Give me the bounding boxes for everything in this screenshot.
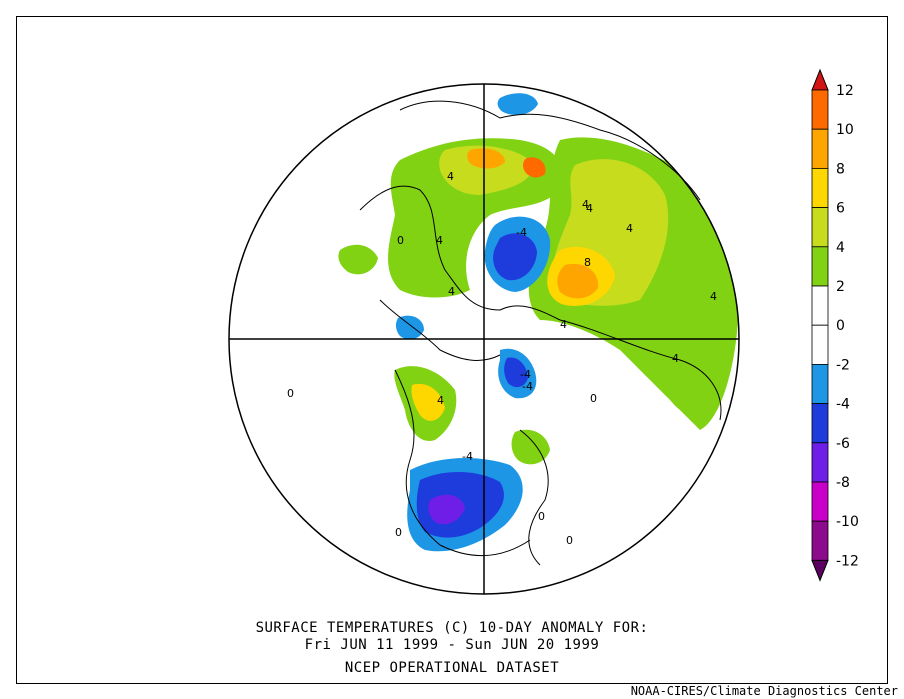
contour-label: -4 — [516, 226, 527, 239]
contour-label: 4 — [672, 352, 679, 365]
contour-label: 0 — [287, 387, 294, 400]
colorbar-swatch — [811, 167, 829, 208]
contour-label: 4 — [437, 394, 444, 407]
colorbar-swatch — [811, 128, 829, 169]
colorbar-swatch — [811, 246, 829, 287]
colorbar-label: 6 — [836, 201, 845, 217]
cold-core-arctic — [493, 233, 537, 281]
colorbar-label: 0 — [836, 318, 845, 334]
title-line-3: NCEP OPERATIONAL DATASET — [344, 660, 560, 676]
cold-blob-north — [497, 93, 538, 116]
anomaly-field — [338, 93, 739, 552]
colorbar-top-arrow — [811, 68, 829, 91]
colorbar-swatch — [811, 481, 829, 522]
contour-label: 4 — [448, 285, 455, 298]
coastlines — [359, 100, 722, 566]
contour-label: 4 — [710, 290, 717, 303]
warm-hot-europe — [467, 148, 505, 169]
contour-label: -4 — [462, 450, 473, 463]
contour-label: 4 — [586, 202, 593, 215]
contour-label: 0 — [566, 534, 573, 547]
colorbar-swatch — [811, 285, 829, 326]
colorbar-label: 12 — [836, 83, 854, 99]
contour-label: -4 — [522, 380, 533, 393]
colorbar-swatch — [811, 442, 829, 483]
contour-labels: 4 4 4 -4 4 4 8 4 0 4 0 4 -4 -4 0 -4 0 0 … — [287, 170, 717, 547]
colorbar-label: -12 — [836, 553, 859, 569]
colorbar-label: 4 — [836, 240, 845, 256]
colorbar-label: -8 — [836, 475, 850, 491]
colorbar-swatch — [811, 363, 829, 404]
colorbar-label: 8 — [836, 161, 845, 177]
colorbar-swatch — [811, 403, 829, 444]
colorbar: 12 10 8 6 4 2 0 -2 -4 -6 -8 -10 -12 — [811, 68, 859, 582]
colorbar-bottom-arrow — [811, 559, 829, 582]
warm-hot-europe-2 — [523, 157, 546, 178]
warm-region-labrador — [511, 429, 550, 465]
warm-core-europe — [439, 145, 535, 195]
contour-label: 4 — [447, 170, 454, 183]
contour-label: 4 — [436, 234, 443, 247]
contour-label: 8 — [584, 256, 591, 269]
colorbar-label: 2 — [836, 279, 845, 295]
colorbar-label: -10 — [836, 514, 859, 530]
colorbar-swatch — [811, 207, 829, 248]
contour-label: 0 — [397, 234, 404, 247]
colorbar-label: -4 — [836, 397, 850, 413]
credit-footer: NOAA-CIRES/Climate Diagnostics Center — [630, 684, 898, 698]
warm-core-eurasia-2 — [557, 263, 599, 299]
warm-region-siberia — [656, 326, 725, 413]
colorbar-label: 10 — [836, 122, 854, 138]
contour-label: 0 — [538, 510, 545, 523]
title-line-2: Fri JUN 11 1999 - Sun JUN 20 1999 — [304, 637, 600, 653]
contour-label: 0 — [590, 392, 597, 405]
colorbar-swatch — [811, 89, 829, 130]
cold-blob-pacific — [395, 315, 424, 340]
contour-label: 4 — [560, 318, 567, 331]
colorbar-swatch — [811, 324, 829, 365]
title-line-1: SURFACE TEMPERATURES (C) 10-DAY ANOMALY … — [255, 620, 649, 636]
warm-region-atlantic — [338, 244, 378, 275]
warm-core-alaska — [411, 383, 445, 421]
contour-label: 4 — [626, 222, 633, 235]
colorbar-label: -2 — [836, 357, 850, 373]
map-grid — [228, 83, 740, 595]
contour-label: 4 — [582, 198, 589, 211]
cold-deep-america — [428, 494, 465, 525]
colorbar-swatch — [811, 520, 829, 561]
plot-frame — [16, 16, 888, 684]
contour-label: 0 — [395, 526, 402, 539]
colorbar-label: -6 — [836, 436, 850, 452]
contour-label: -4 — [520, 368, 531, 381]
cold-core-hudson — [504, 357, 528, 388]
